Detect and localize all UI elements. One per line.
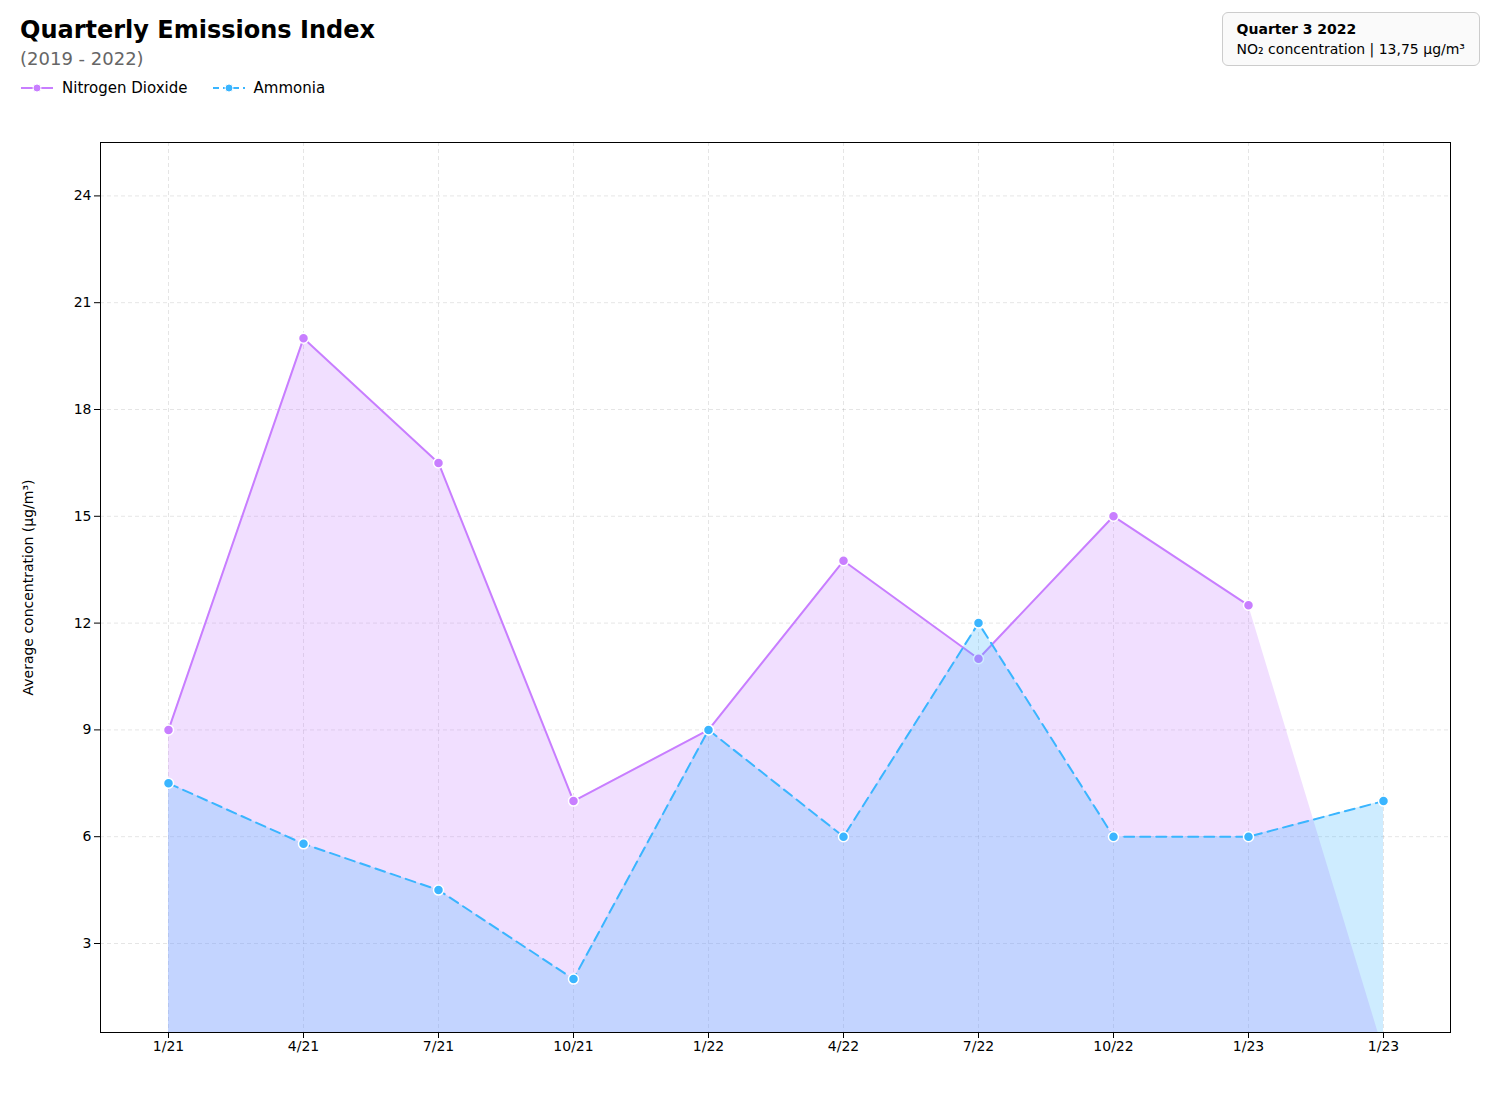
svg-text:7/22: 7/22 — [963, 1038, 994, 1054]
svg-text:1/22: 1/22 — [693, 1038, 724, 1054]
svg-text:4/22: 4/22 — [828, 1038, 859, 1054]
svg-text:10/22: 10/22 — [1093, 1038, 1133, 1054]
svg-text:18: 18 — [74, 401, 92, 417]
svg-text:24: 24 — [74, 187, 92, 203]
svg-text:1/21: 1/21 — [153, 1038, 184, 1054]
html-text:(2019 - 2022): (2019 - 2022) — [20, 48, 144, 69]
html-text:Ammonia: Ammonia — [253, 79, 326, 97]
svg-text:Average concentration (μg/m³): Average concentration (μg/m³) — [20, 479, 36, 695]
svg-text:15: 15 — [74, 508, 92, 524]
html-text:NO₂ concentration | 13,75 μg/m: NO₂ concentration | 13,75 μg/m³ — [1236, 41, 1465, 57]
svg-text:7/21: 7/21 — [423, 1038, 454, 1054]
svg-text:10/21: 10/21 — [553, 1038, 593, 1054]
svg-text:3: 3 — [83, 935, 92, 951]
svg-text:6: 6 — [83, 828, 92, 844]
html-text:Quarter 3 2022: Quarter 3 2022 — [1236, 21, 1357, 37]
svg-text:21: 21 — [74, 294, 92, 310]
svg-text:1/23: 1/23 — [1368, 1038, 1399, 1054]
svg-text:12: 12 — [74, 615, 92, 631]
svg-text:1/23: 1/23 — [1233, 1038, 1264, 1054]
svg-text:9: 9 — [83, 721, 92, 737]
html-text:Quarterly Emissions Index: Quarterly Emissions Index — [20, 16, 375, 44]
svg-text:4/21: 4/21 — [288, 1038, 319, 1054]
html-text:Nitrogen Dioxide: Nitrogen Dioxide — [62, 79, 188, 97]
